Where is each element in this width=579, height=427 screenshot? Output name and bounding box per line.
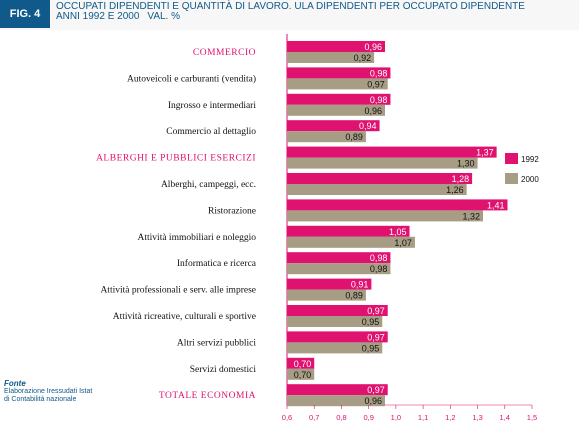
value-label-2000: 0,97 [367,79,385,89]
x-tick-label: 0,9 [363,413,373,422]
x-tick-label: 0,8 [336,413,346,422]
bar-1992 [287,252,391,264]
bar-2000 [287,184,467,195]
category-label: ALBERGHI E PUBBLICI ESERCIZI [96,154,256,164]
bar-2000 [287,78,388,90]
bar-1992 [287,120,380,132]
value-label-2000: 0,92 [354,53,372,63]
category-label: Commercio al dettaglio [166,127,256,137]
bar-2000 [287,316,383,327]
bar-2000 [287,289,366,301]
category-label: Attività ricreative, culturali e sportiv… [113,312,256,322]
legend-label-2000: 2000 [521,175,539,184]
bar-1992 [287,278,372,290]
value-label-1992: 0,96 [364,42,382,52]
value-label-1992: 0,98 [370,68,388,78]
x-tick-label: 1,0 [391,413,401,422]
legend-label-1992: 1992 [521,155,539,164]
value-label-1992: 1,28 [452,174,470,184]
source-note: Fonte Elaborazione Iressudati Istat di C… [4,380,144,404]
bar-1992 [287,146,497,158]
bar-2000 [287,236,415,248]
category-label: Informatica e ricerca [177,258,257,269]
bar-1992 [287,357,315,369]
value-label-2000: 0,70 [294,370,312,380]
bar-2000 [287,52,375,63]
legend-swatch-2000 [505,173,518,184]
x-tick-label: 1,4 [500,413,510,422]
value-label-2000: 1,30 [457,159,475,169]
bar-2000 [287,342,383,354]
bar-2000 [287,210,483,222]
value-label-1992: 0,97 [367,385,385,395]
figure-title-unit: VAL. % [147,11,180,22]
bar-1992 [287,173,473,184]
bar-1992 [287,199,508,211]
bar-2000 [287,395,385,407]
figure-title-line2: ANNI 1992 E 2000 VAL. % [56,12,556,22]
value-label-1992: 1,37 [476,148,494,158]
value-label-2000: 1,07 [394,238,412,248]
source-title: Fonte [4,379,26,388]
bar-2000 [287,157,478,169]
value-label-1992: 0,97 [367,306,385,316]
figure-title: OCCUPATI DIPENDENTI E QUANTITÀ DI LAVORO… [56,2,556,22]
category-label: Ristorazione [208,206,256,216]
value-label-2000: 1,32 [462,211,480,221]
x-tick-label: 0,7 [309,413,319,422]
x-tick-label: 1,5 [527,413,537,422]
x-tick-label: 0,6 [282,413,292,422]
category-label: Servizi domestici [190,365,257,375]
category-label: Alberghi, campeggi, ecc. [161,180,256,190]
source-line-1: Elaborazione Iressudati Istat [4,388,93,395]
bar-2000 [287,104,385,116]
bar-1992 [287,331,388,343]
category-label: TOTALE ECONOMIA [159,391,256,401]
value-label-2000: 0,95 [362,317,380,327]
category-label: Ingrosso e intermediari [168,101,256,111]
value-label-1992: 0,98 [370,253,388,263]
category-label: Autoveicoli e carburanti (vendita) [127,73,256,84]
value-label-1992: 1,05 [389,227,407,237]
value-label-1992: 0,98 [370,95,388,105]
x-tick-label: 1,1 [418,413,428,422]
category-label: Attività professionali e serv. alle impr… [100,285,256,296]
bar-2000 [287,368,315,380]
x-tick-label: 1,2 [445,413,455,422]
figure-title-years: ANNI 1992 E 2000 [56,11,140,22]
bar-1992 [287,225,410,237]
value-label-1992: 0,97 [367,332,385,342]
bar-1992 [287,93,391,105]
bar-1992 [287,67,391,79]
value-label-1992: 0,70 [294,359,312,369]
value-label-2000: 0,89 [345,291,363,301]
source-line-2: di Contabilità nazionale [4,396,77,403]
category-label: COMMERCIO [193,48,256,58]
bar-1992 [287,41,385,52]
bar-1992 [287,305,388,316]
value-label-2000: 0,98 [370,264,388,274]
bar-1992 [287,384,388,396]
legend-swatch-1992 [505,153,518,164]
value-label-1992: 0,94 [359,121,377,131]
x-tick-label: 1,3 [472,413,482,422]
value-label-2000: 0,96 [364,396,382,406]
figure-title-line1: OCCUPATI DIPENDENTI E QUANTITÀ DI LAVORO… [56,1,525,12]
category-label: Altri servizi pubblici [177,338,257,348]
category-label: Attività immobiliari e noleggio [138,233,257,243]
figure-tag: FIG. 4 [0,0,50,28]
chart-frame: COMMERCIO 0,96 0,92 Autoveicoli e carburant… [0,30,579,427]
value-label-2000: 0,95 [362,343,380,353]
value-label-2000: 0,89 [345,132,363,142]
bar-2000 [287,131,366,143]
value-label-2000: 0,96 [364,106,382,116]
value-label-1992: 0,91 [351,280,369,290]
value-label-2000: 1,26 [446,185,464,195]
bar-2000 [287,263,391,275]
value-label-1992: 1,41 [487,200,505,210]
